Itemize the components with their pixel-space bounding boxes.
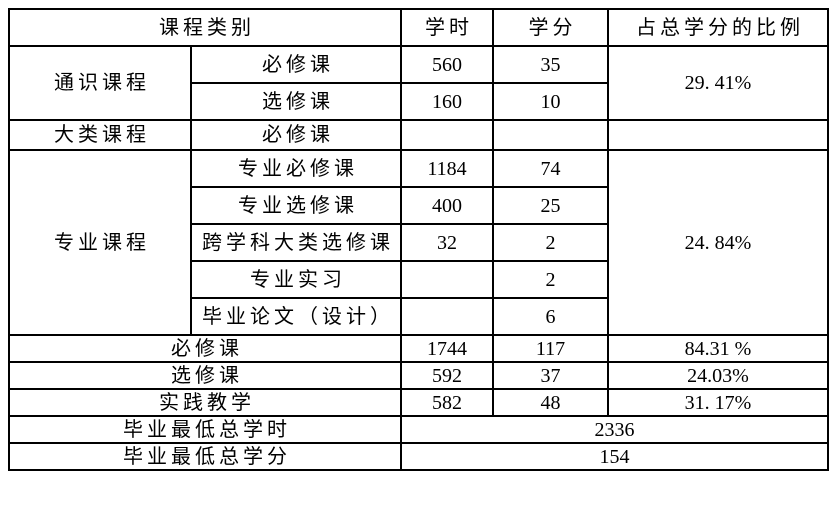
cell-credits: 117 (492, 334, 609, 363)
table-row: 专业课程 专业必修课 1184 74 24. 84% (8, 149, 829, 336)
cell-ratio: 24.03% (607, 361, 829, 390)
table-row: 专业实习 2 (9, 260, 828, 299)
group-cell-major: 专业课程 (8, 149, 192, 336)
table-header-row: 课程类别 学时 学分 占总学分的比例 (8, 8, 829, 47)
cell-label: 毕业论文（设计） (190, 297, 402, 336)
cell-label: 必修课 (8, 334, 402, 363)
table-row: 跨学科大类选修课 32 2 (9, 223, 828, 262)
cell-credits: 25 (492, 186, 609, 225)
cell-credits: 2 (492, 223, 609, 262)
cell-ratio: 24. 84% (607, 149, 829, 336)
cell-credits: 48 (492, 388, 609, 417)
cell-total-label: 毕业最低总学分 (8, 442, 402, 471)
table-row: 毕业最低总学时 2336 (8, 415, 829, 444)
cell-label: 跨学科大类选修课 (190, 223, 402, 262)
header-credits-cell: 学分 (492, 8, 609, 47)
table-row: 实践教学 582 48 31. 17% (8, 388, 829, 417)
cell-ratio (607, 119, 829, 151)
cell-hours (400, 260, 494, 299)
cell-hours: 592 (400, 361, 494, 390)
table-row: 选修课 160 10 (9, 82, 828, 121)
cell-credits: 74 (492, 149, 609, 188)
cell-label: 选修课 (8, 361, 402, 390)
table-row: 毕业论文（设计） 6 (9, 297, 828, 336)
cell-ratio: 29. 41% (607, 45, 829, 121)
cell-hours: 582 (400, 388, 494, 417)
cell-credits: 2 (492, 260, 609, 299)
cell-label: 选修课 (190, 82, 402, 121)
cell-hours: 400 (400, 186, 494, 225)
group-cell-general: 通识课程 (8, 45, 192, 121)
table-row: 必修课 1744 117 84.31 % (8, 334, 829, 363)
cell-credits: 35 (492, 45, 609, 84)
cell-hours: 32 (400, 223, 494, 262)
header-ratio-cell: 占总学分的比例 (607, 8, 829, 47)
cell-ratio: 84.31 % (607, 334, 829, 363)
cell-hours (400, 119, 494, 151)
cell-label: 专业实习 (190, 260, 402, 299)
cell-label: 实践教学 (8, 388, 402, 417)
table-row: 毕业最低总学分 154 (8, 442, 829, 471)
cell-credits: 37 (492, 361, 609, 390)
table-row: 大类课程 必修课 (8, 119, 829, 151)
cell-hours: 1184 (400, 149, 494, 188)
cell-hours (400, 297, 494, 336)
cell-label: 专业必修课 (190, 149, 402, 188)
header-hours-cell: 学时 (400, 8, 494, 47)
cell-hours: 160 (400, 82, 494, 121)
cell-hours: 560 (400, 45, 494, 84)
curriculum-table: 课程类别 学时 学分 占总学分的比例 通识课程 必修课 560 35 29. 4… (8, 8, 829, 471)
table-row: 选修课 592 37 24.03% (8, 361, 829, 390)
cell-total-label: 毕业最低总学时 (8, 415, 402, 444)
cell-total-value: 2336 (400, 415, 829, 444)
header-category-cell: 课程类别 (8, 8, 402, 47)
cell-label: 专业选修课 (190, 186, 402, 225)
cell-credits: 6 (492, 297, 609, 336)
table-row: 专业选修课 400 25 (9, 186, 828, 225)
table-row: 通识课程 必修课 560 35 29. 41% (8, 45, 829, 121)
cell-credits (492, 119, 609, 151)
cell-ratio: 31. 17% (607, 388, 829, 417)
cell-hours: 1744 (400, 334, 494, 363)
cell-total-value: 154 (400, 442, 829, 471)
cell-credits: 10 (492, 82, 609, 121)
group-cell-broad: 大类课程 (8, 119, 192, 151)
cell-label: 必修课 (190, 119, 402, 151)
cell-label: 必修课 (190, 45, 402, 84)
